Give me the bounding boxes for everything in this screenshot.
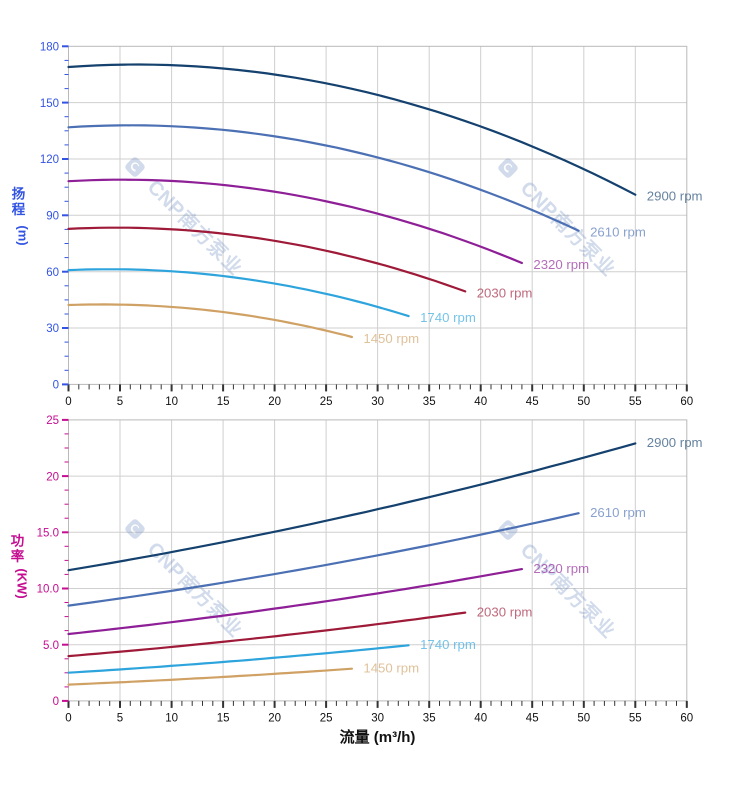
svg-text:15.0: 15.0 — [37, 528, 59, 540]
svg-text:10: 10 — [165, 396, 178, 408]
svg-text:1450 rpm: 1450 rpm — [363, 331, 419, 346]
svg-text:功: 功 — [11, 534, 25, 549]
svg-text:20: 20 — [268, 712, 281, 724]
svg-text:25: 25 — [320, 712, 333, 724]
svg-text:10.0: 10.0 — [37, 584, 59, 596]
svg-text:50: 50 — [577, 712, 590, 724]
svg-text:2900 rpm: 2900 rpm — [647, 435, 703, 450]
svg-text:35: 35 — [423, 712, 436, 724]
svg-text:15: 15 — [217, 712, 230, 724]
svg-text:0: 0 — [53, 380, 59, 392]
svg-text:25: 25 — [320, 396, 333, 408]
svg-text:5: 5 — [117, 712, 123, 724]
svg-text:1450 rpm: 1450 rpm — [363, 661, 419, 676]
svg-text:30: 30 — [371, 396, 384, 408]
svg-text:2900 rpm: 2900 rpm — [647, 189, 703, 204]
svg-text:5: 5 — [117, 396, 123, 408]
svg-text:15: 15 — [217, 396, 230, 408]
svg-text:2030 rpm: 2030 rpm — [477, 604, 533, 619]
svg-text:40: 40 — [474, 712, 487, 724]
svg-text:(m): (m) — [16, 225, 31, 245]
svg-text:90: 90 — [46, 211, 59, 223]
svg-text:1740 rpm: 1740 rpm — [420, 310, 476, 325]
svg-text:150: 150 — [40, 98, 59, 110]
svg-text:60: 60 — [680, 396, 693, 408]
svg-text:60: 60 — [680, 712, 693, 724]
svg-text:20: 20 — [268, 396, 281, 408]
svg-text:流量 (m³/h): 流量 (m³/h) — [340, 728, 416, 746]
svg-text:60: 60 — [46, 267, 59, 279]
svg-text:扬: 扬 — [12, 186, 26, 202]
svg-text:2320 rpm: 2320 rpm — [533, 561, 589, 576]
svg-text:10: 10 — [165, 712, 178, 724]
svg-text:45: 45 — [526, 712, 539, 724]
svg-text:40: 40 — [474, 396, 487, 408]
svg-text:55: 55 — [629, 712, 642, 724]
svg-text:55: 55 — [629, 396, 642, 408]
svg-text:35: 35 — [423, 396, 436, 408]
svg-text:2030 rpm: 2030 rpm — [477, 285, 533, 300]
svg-text:30: 30 — [46, 323, 59, 335]
svg-text:2320 rpm: 2320 rpm — [533, 257, 589, 272]
svg-text:2610 rpm: 2610 rpm — [590, 225, 646, 240]
svg-text:0: 0 — [53, 696, 59, 708]
svg-text:2610 rpm: 2610 rpm — [590, 505, 646, 520]
svg-text:20: 20 — [46, 471, 59, 483]
svg-text:1740 rpm: 1740 rpm — [420, 637, 476, 652]
svg-text:50: 50 — [577, 396, 590, 408]
svg-text:120: 120 — [40, 154, 59, 166]
svg-text:0: 0 — [65, 712, 71, 724]
svg-text:(KW): (KW) — [15, 568, 30, 598]
svg-text:5.0: 5.0 — [43, 640, 59, 652]
svg-text:45: 45 — [526, 396, 539, 408]
svg-text:30: 30 — [371, 712, 384, 724]
svg-text:25: 25 — [46, 415, 59, 427]
svg-text:程: 程 — [12, 202, 26, 217]
svg-text:180: 180 — [40, 42, 59, 54]
svg-text:0: 0 — [65, 396, 71, 408]
svg-text:率: 率 — [11, 548, 25, 564]
